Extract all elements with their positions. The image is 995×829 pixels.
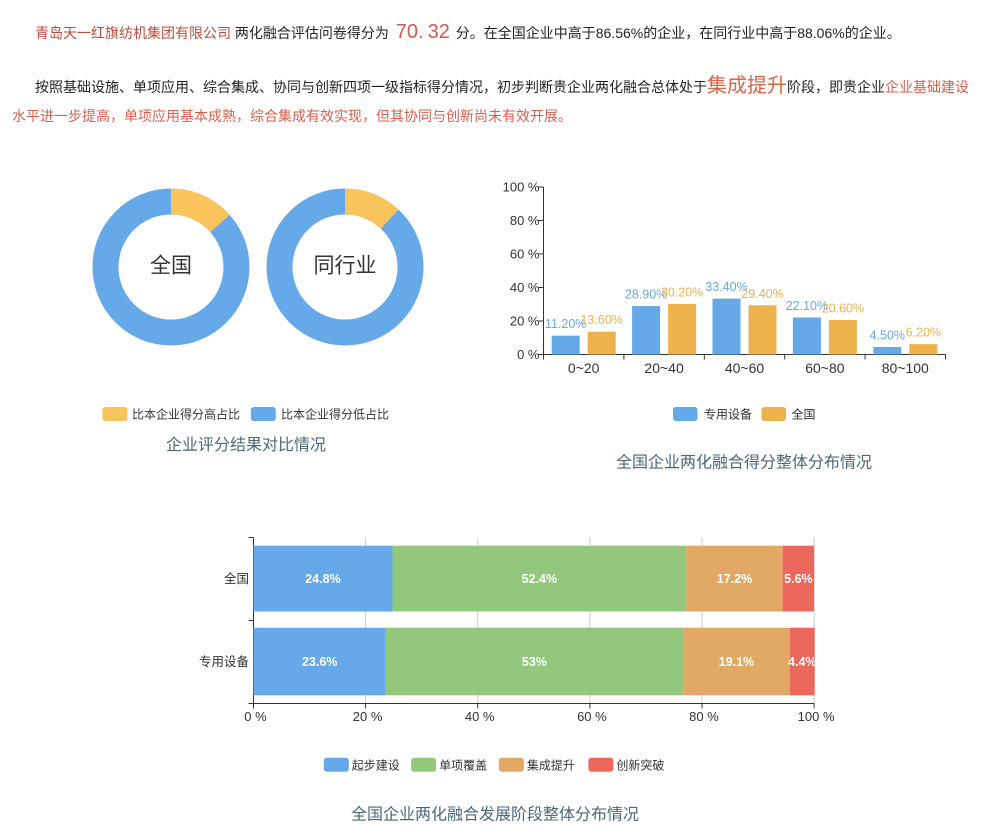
svg-text:40 %: 40 %: [465, 709, 495, 724]
svg-text:60 %: 60 %: [577, 709, 607, 724]
svg-text:19.1%: 19.1%: [719, 655, 754, 669]
svg-text:创新突破: 创新突破: [616, 758, 664, 773]
svg-text:11.20%: 11.20%: [545, 317, 586, 331]
svg-text:0~20: 0~20: [568, 360, 600, 376]
svg-text:100 %: 100 %: [798, 709, 835, 724]
svg-text:比本企业得分低占比: 比本企业得分低占比: [281, 407, 389, 422]
svg-text:全国企业两化融合得分整体分布情况: 全国企业两化融合得分整体分布情况: [616, 454, 872, 472]
svg-text:0 %: 0 %: [517, 347, 540, 362]
svg-text:比本企业得分高占比: 比本企业得分高占比: [132, 407, 240, 422]
svg-text:20.60%: 20.60%: [822, 302, 864, 316]
svg-text:4.50%: 4.50%: [870, 329, 905, 343]
svg-text:22.10%: 22.10%: [786, 299, 828, 313]
svg-text:单项覆盖: 单项覆盖: [439, 759, 487, 773]
svg-text:13.60%: 13.60%: [580, 313, 622, 327]
svg-text:专用设备: 专用设备: [704, 407, 752, 422]
svg-text:60~80: 60~80: [805, 360, 845, 376]
svg-text:24.8%: 24.8%: [305, 572, 340, 586]
svg-text:80~100: 80~100: [882, 360, 929, 376]
svg-text:30.20%: 30.20%: [661, 285, 703, 299]
svg-text:53%: 53%: [522, 655, 547, 669]
svg-text:全国企业两化融合发展阶段整体分布情况: 全国企业两化融合发展阶段整体分布情况: [351, 806, 639, 824]
svg-text:80 %: 80 %: [510, 213, 540, 228]
svg-text:20~40: 20~40: [644, 360, 684, 376]
svg-text:0 %: 0 %: [244, 709, 267, 724]
svg-text:29.40%: 29.40%: [741, 287, 783, 301]
svg-text:4.4%: 4.4%: [788, 655, 817, 669]
svg-text:52.4%: 52.4%: [522, 572, 557, 586]
svg-text:全国: 全国: [224, 571, 249, 586]
svg-text:80 %: 80 %: [689, 709, 719, 724]
svg-text:起步建设: 起步建设: [352, 759, 400, 773]
svg-text:33.40%: 33.40%: [705, 280, 747, 294]
svg-text:20 %: 20 %: [510, 314, 540, 329]
svg-text:6.20%: 6.20%: [906, 326, 941, 340]
svg-text:全国: 全国: [792, 407, 816, 422]
svg-text:17.2%: 17.2%: [717, 572, 752, 586]
svg-text:集成提升: 集成提升: [527, 758, 575, 773]
svg-text:20 %: 20 %: [353, 709, 383, 724]
svg-text:专用设备: 专用设备: [199, 654, 250, 669]
svg-text:企业评分结果对比情况: 企业评分结果对比情况: [166, 436, 326, 454]
svg-text:40 %: 40 %: [510, 280, 540, 295]
svg-text:全国: 全国: [150, 255, 192, 278]
svg-text:同行业: 同行业: [314, 255, 377, 278]
svg-text:28.90%: 28.90%: [625, 288, 667, 302]
svg-text:23.6%: 23.6%: [302, 655, 337, 669]
svg-text:40~60: 40~60: [725, 360, 765, 376]
svg-text:60 %: 60 %: [510, 247, 540, 262]
svg-text:5.6%: 5.6%: [784, 572, 813, 586]
svg-text:100 %: 100 %: [503, 180, 540, 195]
